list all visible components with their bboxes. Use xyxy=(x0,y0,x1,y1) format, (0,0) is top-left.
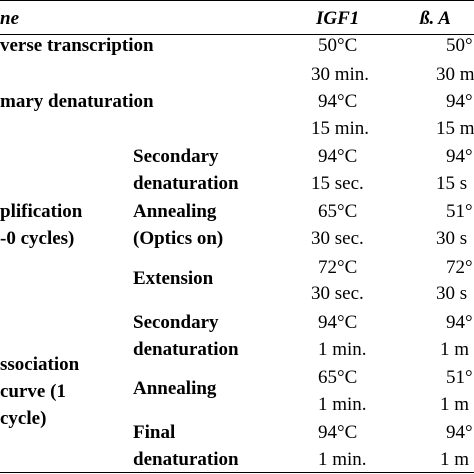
amp-extension-bactin-temp: 72° xyxy=(446,257,473,278)
dis-secdenat-label-line2: denaturation xyxy=(133,339,239,360)
amp-annealing-igf1-time: 30 sec. xyxy=(311,228,364,249)
header-igf1: IGF1 xyxy=(316,8,360,29)
row-label-reverse-transcription: verse transcription xyxy=(0,35,154,56)
dis-finaldenat-label-line1: Final xyxy=(133,422,176,443)
amp-secdenat-bactin-temp: 94° xyxy=(446,146,473,167)
amp-extension-igf1-temp: 72°C xyxy=(318,257,358,278)
amp-secdenat-label-line1: Secondary xyxy=(133,146,219,167)
pd-bactin-time: 15 m xyxy=(436,118,474,139)
amp-annealing-label-line1: Annealing xyxy=(133,201,217,222)
dis-finaldenat-label-line2: denaturation xyxy=(133,449,239,470)
dis-secdenat-bactin-temp: 94° xyxy=(446,312,473,333)
header-bactin: ß. A xyxy=(420,8,451,29)
amp-secdenat-igf1-time: 15 sec. xyxy=(311,173,364,194)
amp-secdenat-label-line2: denaturation xyxy=(133,173,239,194)
dis-annealing-bactin-temp: 51° xyxy=(446,367,473,388)
amp-annealing-label-line2: (Optics on) xyxy=(133,228,224,249)
row-label-dissociation-line1: ssociation xyxy=(0,354,80,375)
rt-igf1-time: 30 min. xyxy=(311,64,370,85)
header-step: ne xyxy=(0,8,19,29)
amp-extension-igf1-time: 30 sec. xyxy=(311,283,364,304)
amp-secdenat-igf1-temp: 94°C xyxy=(318,146,358,167)
amp-annealing-igf1-temp: 65°C xyxy=(318,201,358,222)
rt-igf1-temp: 50°C xyxy=(318,35,358,56)
table-top-rule xyxy=(0,0,474,1)
pd-igf1-time: 15 min. xyxy=(311,118,370,139)
dis-secdenat-bactin-time: 1 m xyxy=(440,339,470,360)
row-label-amplification-line2: -0 cycles) xyxy=(0,228,75,249)
row-label-primary-denaturation: mary denaturation xyxy=(0,91,154,112)
dis-secdenat-label-line1: Secondary xyxy=(133,312,219,333)
dis-secdenat-igf1-temp: 94°C xyxy=(318,312,358,333)
amp-annealing-bactin-temp: 51° xyxy=(446,201,473,222)
dis-annealing-label: Annealing xyxy=(133,378,217,399)
pd-igf1-temp: 94°C xyxy=(318,91,358,112)
rt-bactin-temp: 50° xyxy=(446,35,473,56)
pd-bactin-temp: 94° xyxy=(446,91,473,112)
dis-finaldenat-bactin-temp: 94° xyxy=(446,422,473,443)
dis-finaldenat-igf1-temp: 94°C xyxy=(318,422,358,443)
dis-annealing-bactin-time: 1 m xyxy=(440,394,470,415)
table-bottom-rule xyxy=(0,472,474,473)
dis-annealing-igf1-time: 1 min. xyxy=(318,394,367,415)
row-label-dissociation-line2: curve (1 xyxy=(0,381,66,402)
amp-annealing-bactin-time: 30 s xyxy=(436,228,468,249)
amp-extension-label: Extension xyxy=(133,268,214,289)
row-label-amplification-line1: plification xyxy=(0,201,83,222)
amp-secdenat-bactin-time: 15 s xyxy=(436,173,468,194)
amp-extension-bactin-time: 30 s xyxy=(436,283,468,304)
dis-finaldenat-bactin-time: 1 m xyxy=(440,449,470,470)
row-label-dissociation-line3: cycle) xyxy=(0,408,47,429)
dis-annealing-igf1-temp: 65°C xyxy=(318,367,358,388)
dis-finaldenat-igf1-time: 1 min. xyxy=(318,449,367,470)
header-bottom-rule xyxy=(0,34,474,35)
dis-secdenat-igf1-time: 1 min. xyxy=(318,339,367,360)
rt-bactin-time: 30 m xyxy=(436,64,474,85)
